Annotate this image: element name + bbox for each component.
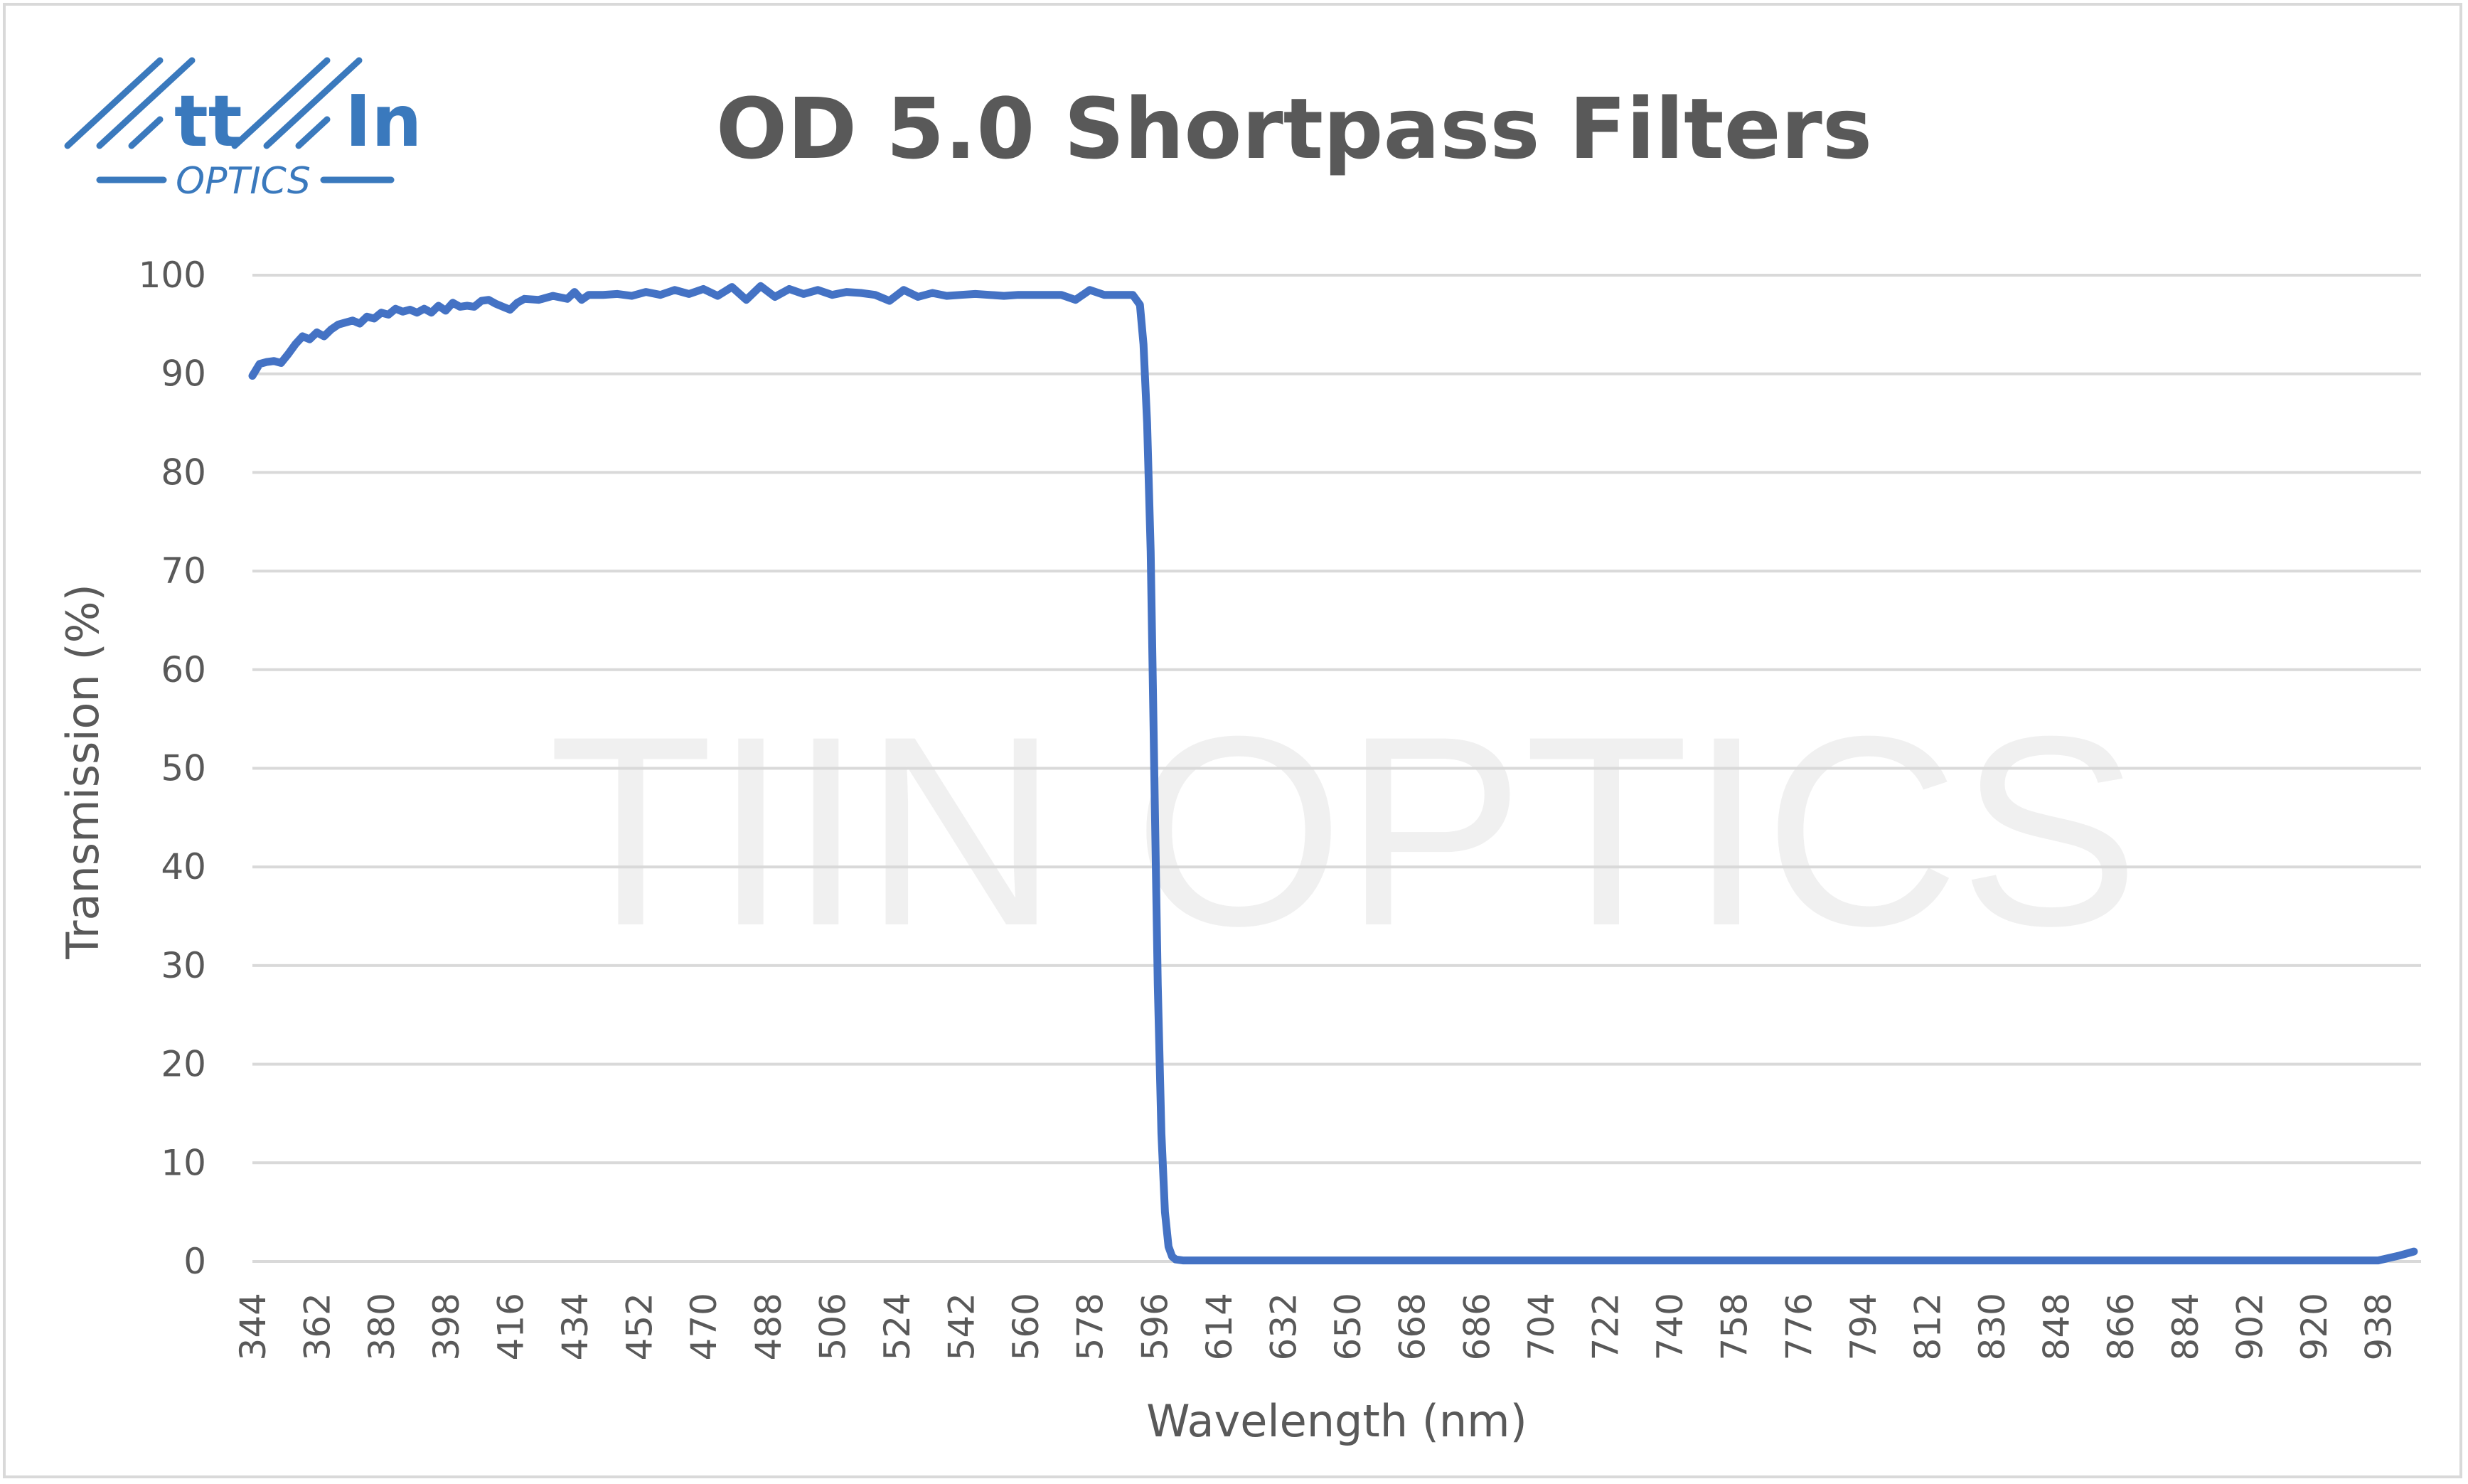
series-line xyxy=(248,282,2418,1265)
chart-frame xyxy=(3,3,2462,1478)
x-tick-label: 416 xyxy=(490,1293,531,1360)
y-tick-label: 90 xyxy=(161,353,206,395)
x-tick-label: 830 xyxy=(1972,1293,2013,1360)
x-tick-label: 758 xyxy=(1714,1293,1756,1360)
x-tick-label: 632 xyxy=(1264,1293,1305,1360)
x-tick-label: 938 xyxy=(2359,1293,2400,1360)
x-tick-label: 596 xyxy=(1134,1293,1175,1360)
x-tick-label: 722 xyxy=(1585,1293,1626,1360)
svg-text:In: In xyxy=(345,80,422,163)
y-tick-label: 100 xyxy=(139,255,206,296)
y-tick-label: 30 xyxy=(161,945,206,986)
x-tick-label: 470 xyxy=(683,1293,725,1360)
x-tick-label: 902 xyxy=(2229,1293,2270,1360)
x-tick-label: 560 xyxy=(1005,1293,1047,1360)
x-axis-title: Wavelength (nm) xyxy=(1146,1395,1527,1447)
x-tick-label: 920 xyxy=(2294,1293,2335,1360)
logo-subtitle: OPTICS xyxy=(176,160,311,203)
x-tick-label: 776 xyxy=(1778,1293,1820,1360)
x-tick-label: 398 xyxy=(426,1293,467,1360)
x-tick-label: 380 xyxy=(361,1293,402,1360)
x-tick-label: 884 xyxy=(2165,1293,2206,1360)
x-tick-label: 344 xyxy=(233,1293,274,1360)
y-tick-label: 20 xyxy=(161,1044,206,1085)
y-tick-label: 60 xyxy=(161,649,206,690)
y-tick-label: 0 xyxy=(183,1241,206,1282)
x-tick-label: 866 xyxy=(2100,1293,2142,1360)
x-tick-label: 452 xyxy=(619,1293,661,1360)
y-tick-label: 80 xyxy=(161,452,206,493)
x-tick-label: 362 xyxy=(297,1293,338,1360)
chart-title: OD 5.0 Shortpass Filters xyxy=(716,80,1872,178)
y-tick-label: 50 xyxy=(161,748,206,789)
x-tick-label: 668 xyxy=(1392,1293,1433,1360)
x-tick-label: 578 xyxy=(1070,1293,1111,1360)
x-tick-label: 848 xyxy=(2036,1293,2078,1360)
y-tick-label: 40 xyxy=(161,846,206,887)
x-tick-label: 524 xyxy=(877,1293,918,1360)
x-tick-label: 614 xyxy=(1199,1293,1240,1360)
x-tick-label: 488 xyxy=(748,1293,789,1360)
x-tick-label: 740 xyxy=(1650,1293,1691,1360)
y-tick-label: 70 xyxy=(161,550,206,592)
y-tick-label: 10 xyxy=(161,1142,206,1183)
y-axis-title: Transmission (%) xyxy=(57,584,109,960)
x-tick-label: 812 xyxy=(1907,1293,1948,1360)
x-tick-label: 506 xyxy=(812,1293,853,1360)
x-tick-label: 686 xyxy=(1456,1293,1497,1360)
x-tick-label: 650 xyxy=(1328,1293,1369,1360)
x-tick-label: 434 xyxy=(555,1293,596,1360)
company-logo: tt In OPTICS xyxy=(64,57,422,203)
watermark: TIIN OPTICS xyxy=(548,680,2140,982)
x-tick-label: 542 xyxy=(941,1293,983,1360)
x-tick-label: 794 xyxy=(1843,1293,1884,1360)
x-tick-label: 704 xyxy=(1521,1293,1562,1360)
svg-text:tt: tt xyxy=(174,80,242,163)
